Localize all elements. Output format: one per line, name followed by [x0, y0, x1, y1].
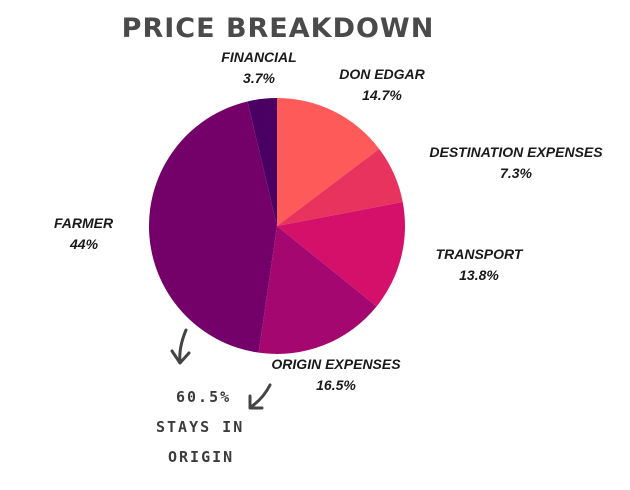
annotation-percent: 60.5% [176, 388, 231, 406]
label-farmer-name: FARMER [54, 215, 114, 231]
label-transport-name: TRANSPORT [436, 246, 524, 262]
pie-slices [148, 98, 405, 355]
label-origin-expenses: ORIGIN EXPENSES 16.5% [271, 356, 401, 393]
label-origin-expenses-name: ORIGIN EXPENSES [271, 356, 401, 372]
label-farmer: FARMER 44% [54, 215, 114, 252]
pie-slice-destination-expenses [277, 148, 403, 226]
label-transport-value: 13.8% [459, 267, 499, 283]
label-don-edgar-name: DON EDGAR [339, 66, 425, 82]
label-don-edgar-value: 14.7% [362, 87, 402, 103]
label-destination-expenses: DESTINATION EXPENSES 7.3% [429, 144, 603, 181]
label-financial-name: FINANCIAL [221, 49, 296, 65]
label-farmer-value: 44% [69, 236, 99, 252]
annotation-line-2: STAYS IN [156, 418, 244, 436]
label-destination-expenses-value: 7.3% [500, 165, 532, 181]
label-financial: FINANCIAL 3.7% [221, 49, 296, 86]
label-don-edgar: DON EDGAR 14.7% [339, 66, 425, 103]
pie-slice-financial [247, 98, 277, 226]
arrow-down-icon [170, 328, 191, 365]
label-financial-value: 3.7% [243, 70, 275, 86]
chart-title: PRICE BREAKDOWN [122, 13, 435, 44]
pie-slice-farmer [148, 101, 277, 353]
label-transport: TRANSPORT 13.8% [436, 246, 524, 283]
pie-slice-don-edgar [277, 98, 380, 226]
arrow-down-left-icon [248, 383, 272, 410]
annotation-line-3: ORIGIN [168, 448, 234, 466]
label-origin-expenses-value: 16.5% [316, 377, 356, 393]
label-destination-expenses-name: DESTINATION EXPENSES [429, 144, 603, 160]
pie-slice-origin-expenses [258, 226, 377, 355]
pie-slice-transport [277, 202, 405, 307]
